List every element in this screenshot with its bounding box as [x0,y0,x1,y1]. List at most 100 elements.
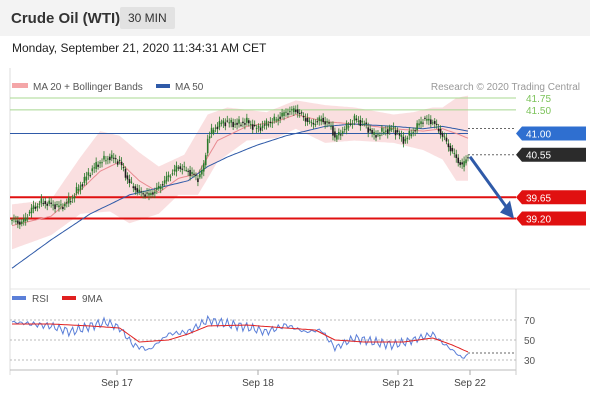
candle-body [304,118,307,122]
chart-title: Crude Oil (WTI) [11,10,121,27]
candle-body [265,120,268,126]
candle-body [447,143,450,148]
candle-body [220,122,223,124]
candle-body [107,158,109,160]
candle-body [44,201,47,204]
candle-body [187,170,189,172]
candle-body [385,130,387,132]
candle-body [236,122,238,125]
candle-body [230,119,232,123]
candle-body [124,168,127,178]
candle-body [228,122,231,124]
candle-body [300,112,303,114]
ma50-legend-label: MA 50 [175,82,204,93]
candle-body [67,197,70,204]
rsi-legend-label: RSI [32,294,49,305]
candle-body [111,154,113,159]
candle-body [179,166,182,170]
candle-body [324,121,326,125]
candle-body [83,176,86,184]
candle-body [431,122,434,124]
resistance-label: 41.50 [526,106,551,117]
candle-body [463,161,465,168]
candle-body [234,123,236,125]
candle-body [105,160,107,162]
candle-body [336,135,338,140]
x-tick-label: Sep 18 [242,378,274,389]
candle-body [48,200,50,204]
candle-body [404,139,407,142]
candle-body [152,192,154,195]
candle-body [445,137,448,142]
candle-body [314,124,317,126]
candle-body [359,119,362,127]
candle-body [320,119,323,122]
candle-body [22,218,25,222]
candle-body [216,126,219,130]
rsi-tick-label: 70 [524,316,536,327]
candle-body [439,128,442,135]
candle-body [163,180,166,184]
candle-body [298,113,301,115]
candle-body [28,211,31,214]
candle-body [424,117,426,119]
candle-body [408,130,411,136]
candle-body [204,155,207,166]
candle-body [334,131,336,138]
candle-body [148,192,150,196]
candle-body [467,157,469,159]
candle-body [34,206,37,209]
candle-body [246,117,248,123]
candle-body [79,185,82,190]
candle-body [386,129,389,134]
candle-body [159,186,162,190]
candle-body [428,118,430,121]
candle-body [244,123,246,125]
candle-body [38,203,41,205]
ma9-legend-swatch [62,296,76,300]
timeframe-button[interactable]: 30 MIN [120,7,175,29]
candle-body [169,176,172,178]
candle-body [289,111,291,113]
candle-body [136,188,139,193]
candle-body [375,135,377,138]
candle-body [316,121,319,123]
candle-body [390,128,393,130]
candle-body [101,162,103,164]
candle-body [339,134,342,136]
candle-body [330,126,332,128]
rsi-tick-label: 50 [524,336,536,347]
candle-body [132,186,135,189]
candle-body [433,121,436,124]
projection-arrow-head [500,200,514,219]
candle-body [13,218,15,220]
candle-body [56,204,58,206]
candle-body [263,124,266,126]
candle-body [199,173,201,178]
candle-body [365,122,368,125]
candle-body [341,131,344,134]
candle-body [396,130,399,133]
candle-body [261,125,264,128]
candle-body [400,134,403,137]
candle-body [218,121,221,128]
candle-body [277,118,279,121]
candle-body [212,129,215,134]
candle-body [251,124,254,130]
candle-body [154,191,156,194]
candle-body [322,117,324,123]
candle-body [412,131,415,133]
datetime-label: Monday, September 21, 2020 11:34:31 AM C… [12,41,267,55]
candle-body [377,134,379,136]
candle-body [26,217,29,219]
candle-body [457,157,460,164]
candle-body [418,123,420,126]
candle-body [75,187,78,194]
candle-body [214,127,217,129]
candle-body [306,117,309,122]
candle-body [426,118,428,121]
candle-body [120,161,123,166]
candle-body [73,196,76,199]
candle-body [343,129,346,131]
